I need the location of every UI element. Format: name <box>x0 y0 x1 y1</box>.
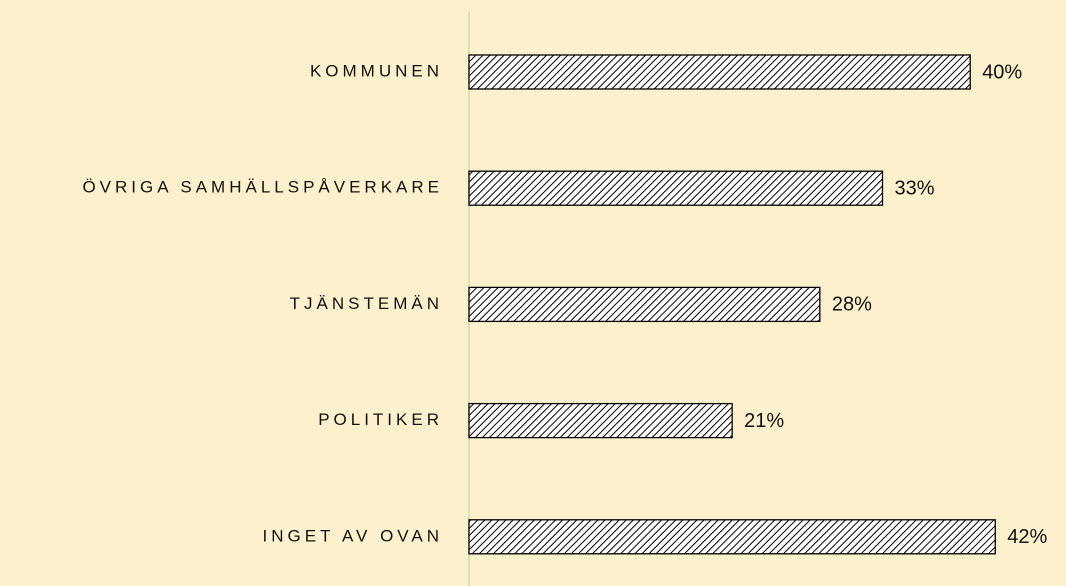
bar <box>468 170 884 206</box>
data-label: 28% <box>832 294 872 316</box>
data-label: 42% <box>1007 526 1047 548</box>
category-label: INGET AV OVAN <box>263 526 443 545</box>
category-label: ÖVRIGA SAMHÄLLSPÅVERKARE <box>82 178 443 197</box>
bar <box>468 402 733 439</box>
data-label: 33% <box>894 177 934 199</box>
bar <box>468 54 971 90</box>
category-label: KOMMUNEN <box>310 61 443 80</box>
category-label: POLITIKER <box>318 410 443 429</box>
data-label: 40% <box>982 61 1022 83</box>
bar <box>468 519 996 555</box>
data-label: 21% <box>744 410 784 432</box>
bar <box>468 286 821 323</box>
category-label: TJÄNSTEMÄN <box>290 294 443 313</box>
